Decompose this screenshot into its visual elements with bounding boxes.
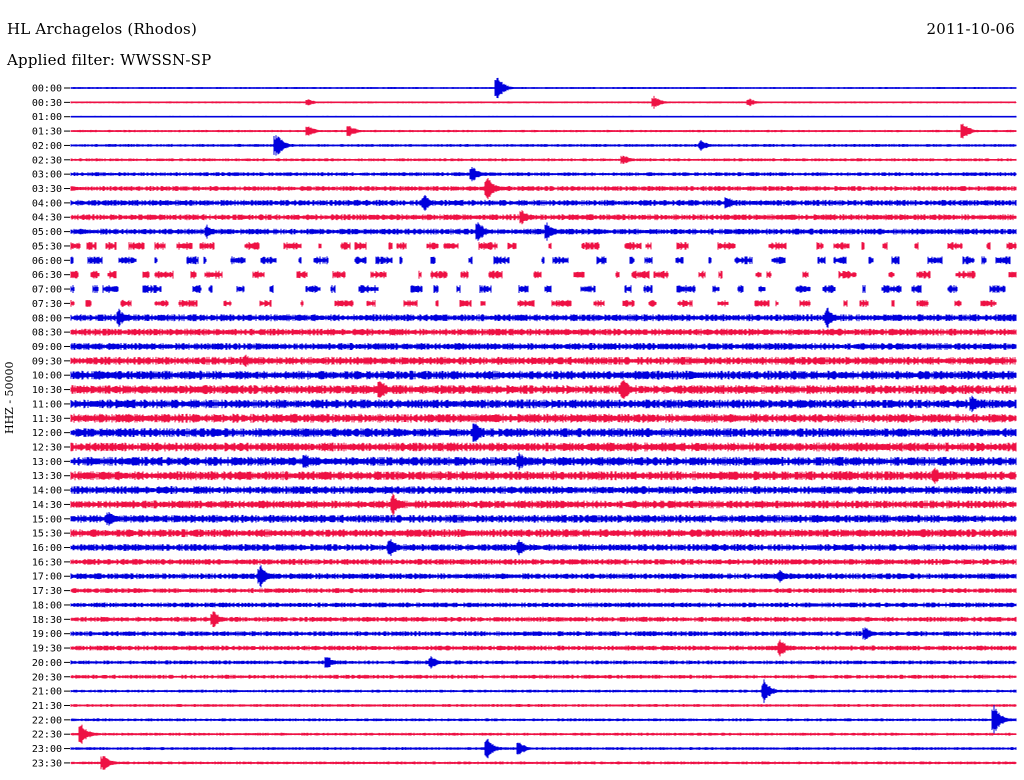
row-label-0000: 00:00 bbox=[32, 84, 62, 95]
row-label-2000: 20:00 bbox=[32, 658, 62, 669]
trace-0630 bbox=[70, 270, 1017, 279]
row-label-2130: 21:30 bbox=[32, 701, 62, 712]
row-label-1100: 11:00 bbox=[32, 399, 62, 410]
row-label-1400: 14:00 bbox=[32, 486, 62, 497]
row-label-1700: 17:00 bbox=[32, 572, 62, 583]
row-label-0430: 04:30 bbox=[32, 213, 62, 224]
trace-0530 bbox=[70, 242, 1017, 250]
row-label-1200: 12:00 bbox=[32, 428, 62, 439]
row-label-1900: 19:00 bbox=[32, 629, 62, 640]
row-label-0330: 03:30 bbox=[32, 184, 62, 195]
row-label-0400: 04:00 bbox=[32, 198, 62, 209]
row-label-1800: 18:00 bbox=[32, 600, 62, 611]
row-label-1730: 17:30 bbox=[32, 586, 62, 597]
row-label-1230: 12:30 bbox=[32, 443, 62, 454]
row-label-0130: 01:30 bbox=[32, 127, 62, 138]
row-label-0200: 02:00 bbox=[32, 141, 62, 152]
row-label-0230: 02:30 bbox=[32, 155, 62, 166]
row-label-1630: 16:30 bbox=[32, 557, 62, 568]
row-label-1330: 13:30 bbox=[32, 471, 62, 482]
row-label-0500: 05:00 bbox=[32, 227, 62, 238]
row-label-1500: 15:00 bbox=[32, 514, 62, 525]
row-label-2030: 20:30 bbox=[32, 672, 62, 683]
row-label-0930: 09:30 bbox=[32, 356, 62, 367]
row-label-0100: 01:00 bbox=[32, 112, 62, 123]
row-label-1930: 19:30 bbox=[32, 644, 62, 655]
trace-0700 bbox=[70, 285, 1006, 293]
trace-0600 bbox=[70, 256, 1011, 265]
station-title: HL Archagelos (Rhodos) bbox=[7, 20, 198, 38]
row-label-1430: 14:30 bbox=[32, 500, 62, 511]
row-label-0630: 06:30 bbox=[32, 270, 62, 281]
row-label-2200: 22:00 bbox=[32, 715, 62, 726]
date-label: 2011-10-06 bbox=[926, 20, 1015, 38]
trace-0730 bbox=[70, 299, 997, 307]
row-label-1030: 10:30 bbox=[32, 385, 62, 396]
row-label-1000: 10:00 bbox=[32, 371, 62, 382]
row-label-0300: 03:00 bbox=[32, 170, 62, 181]
row-label-2100: 21:00 bbox=[32, 687, 62, 698]
row-label-1530: 15:30 bbox=[32, 529, 62, 540]
row-label-1130: 11:30 bbox=[32, 414, 62, 425]
row-label-0900: 09:00 bbox=[32, 342, 62, 353]
filter-label: Applied filter: WWSSN-SP bbox=[7, 51, 212, 69]
row-label-0530: 05:30 bbox=[32, 241, 62, 252]
row-label-0800: 08:00 bbox=[32, 313, 62, 324]
row-label-0030: 00:30 bbox=[32, 98, 62, 109]
row-label-2330: 23:30 bbox=[32, 758, 62, 769]
row-label-2230: 22:30 bbox=[32, 730, 62, 741]
row-label-0730: 07:30 bbox=[32, 299, 62, 310]
row-label-1600: 16:00 bbox=[32, 543, 62, 554]
row-label-1300: 13:00 bbox=[32, 457, 62, 468]
row-label-1830: 18:30 bbox=[32, 615, 62, 626]
row-label-0600: 06:00 bbox=[32, 256, 62, 267]
row-label-0830: 08:30 bbox=[32, 328, 62, 339]
row-label-0700: 07:00 bbox=[32, 285, 62, 296]
row-label-2300: 23:00 bbox=[32, 744, 62, 755]
